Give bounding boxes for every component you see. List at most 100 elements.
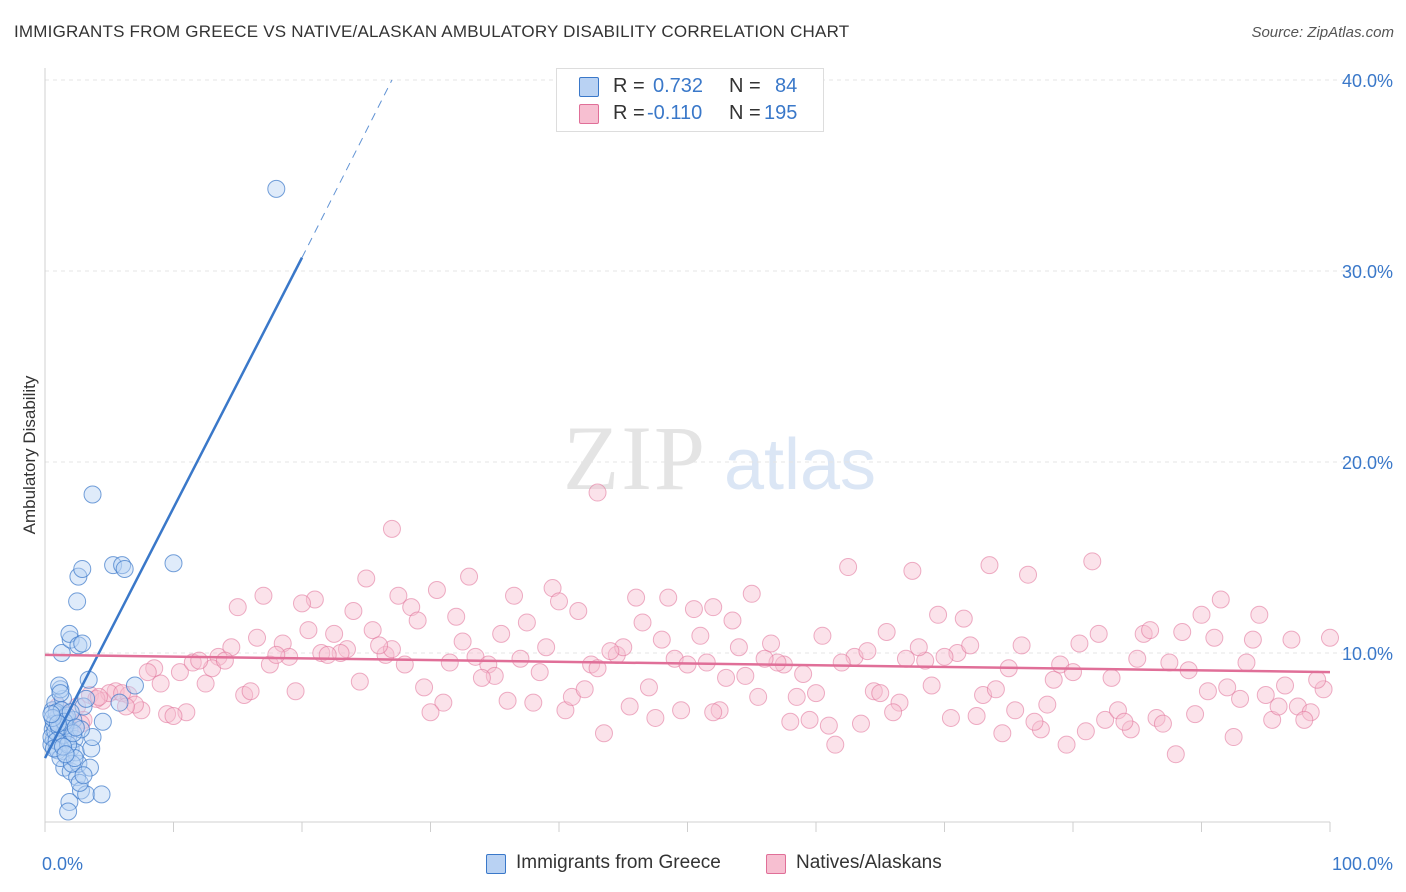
data-point-natives xyxy=(1160,653,1179,672)
legend-n-value: 195 xyxy=(764,102,798,124)
data-point-greece xyxy=(59,802,78,821)
data-point-natives xyxy=(691,626,710,645)
data-point-natives xyxy=(537,638,556,657)
data-point-natives xyxy=(151,674,170,693)
data-point-greece xyxy=(267,179,286,198)
data-point-natives xyxy=(1012,636,1031,655)
data-point-natives xyxy=(1282,630,1301,649)
data-point-natives xyxy=(877,622,896,641)
data-point-natives xyxy=(1153,714,1172,733)
data-point-natives xyxy=(530,663,549,682)
data-point-natives xyxy=(807,684,825,703)
data-point-natives xyxy=(980,556,999,575)
data-point-greece xyxy=(164,554,183,573)
data-point-greece xyxy=(73,634,92,653)
axes xyxy=(44,68,1331,832)
data-point-natives xyxy=(652,630,671,649)
legend-r-label: R = xyxy=(613,75,645,97)
data-point-natives xyxy=(408,611,427,630)
data-point-natives xyxy=(318,645,337,664)
data-point-natives xyxy=(260,655,279,674)
data-point-natives xyxy=(498,691,517,710)
data-point-greece xyxy=(125,676,144,695)
data-point-natives xyxy=(954,609,973,628)
data-point-natives xyxy=(1044,670,1063,689)
data-point-natives xyxy=(1121,720,1140,739)
data-point-natives xyxy=(736,666,755,685)
data-point-greece xyxy=(93,712,112,731)
bottom-legend-label-greece: Immigrants from Greece xyxy=(516,852,721,873)
data-point-natives xyxy=(164,707,183,726)
data-point-natives xyxy=(961,636,980,655)
data-point-natives xyxy=(254,586,273,605)
data-point-natives xyxy=(228,598,247,617)
data-point-natives xyxy=(389,586,408,605)
data-point-natives xyxy=(286,682,305,701)
data-point-greece xyxy=(77,689,96,708)
data-point-natives xyxy=(183,653,202,672)
y-axis-title: Ambulatory Disability xyxy=(20,375,39,534)
series-immigrants-from-greece xyxy=(42,179,286,821)
data-point-natives xyxy=(787,687,806,706)
data-point-greece xyxy=(60,792,79,811)
data-point-natives xyxy=(299,621,318,640)
data-point-natives xyxy=(1198,682,1217,701)
data-point-natives xyxy=(1205,628,1224,647)
data-point-natives xyxy=(267,645,286,664)
data-point-greece xyxy=(66,718,85,737)
data-point-natives xyxy=(588,659,607,678)
data-point-natives xyxy=(1243,630,1262,649)
data-point-natives xyxy=(639,678,658,697)
data-point-natives xyxy=(505,586,524,605)
data-point-natives xyxy=(344,601,363,620)
trend-line-greece-extension xyxy=(301,79,393,258)
data-point-natives xyxy=(1064,663,1082,682)
data-point-natives xyxy=(684,600,703,619)
chart-title: IMMIGRANTS FROM GREECE VS NATIVE/ALASKAN… xyxy=(14,22,850,41)
data-point-natives xyxy=(1006,701,1025,720)
data-point-natives xyxy=(1211,590,1230,609)
data-point-natives xyxy=(1096,710,1115,729)
data-point-natives xyxy=(382,519,401,538)
data-point-natives xyxy=(1224,728,1243,747)
data-point-natives xyxy=(1076,722,1095,741)
data-point-natives xyxy=(312,644,331,662)
data-point-natives xyxy=(447,607,466,626)
data-point-natives xyxy=(427,580,446,599)
data-point-natives xyxy=(517,613,536,632)
data-point-natives xyxy=(119,686,138,705)
data-point-natives xyxy=(248,628,267,647)
data-point-natives xyxy=(1070,634,1089,653)
data-point-natives xyxy=(717,668,736,687)
data-point-natives xyxy=(569,601,588,620)
chart-source: Source: ZipAtlas.com xyxy=(1251,24,1394,41)
data-point-natives xyxy=(1269,697,1288,716)
data-point-natives xyxy=(922,676,941,695)
legend-r-value: 0.732 xyxy=(653,75,704,97)
data-point-natives xyxy=(1301,703,1320,722)
data-point-greece xyxy=(115,559,134,578)
data-point-natives xyxy=(826,735,845,754)
legend-swatch-natives xyxy=(579,104,599,124)
data-point-natives xyxy=(800,710,819,729)
data-point-natives xyxy=(620,697,639,716)
data-point-natives xyxy=(1031,720,1050,739)
data-point-natives xyxy=(1128,649,1147,668)
data-point-greece xyxy=(73,559,92,578)
data-point-natives xyxy=(704,703,723,722)
data-point-natives xyxy=(357,569,376,588)
data-point-natives xyxy=(370,636,389,655)
data-point-natives xyxy=(1089,624,1108,643)
x-tick-label-max: 100.0% xyxy=(1332,854,1393,874)
data-point-natives xyxy=(440,653,459,672)
data-point-natives xyxy=(215,651,234,670)
data-point-natives xyxy=(781,712,800,731)
correlation-legend: R = 0.732 N = 84 R = -0.110 N = 195 xyxy=(556,68,824,132)
data-point-natives xyxy=(350,672,369,691)
data-point-natives xyxy=(550,592,568,611)
data-point-natives xyxy=(794,665,813,684)
data-point-natives xyxy=(492,624,511,643)
bottom-legend-label-natives: Natives/Alaskans xyxy=(796,852,942,873)
bottom-legend-swatch-greece xyxy=(486,854,506,874)
data-point-natives xyxy=(434,693,453,712)
